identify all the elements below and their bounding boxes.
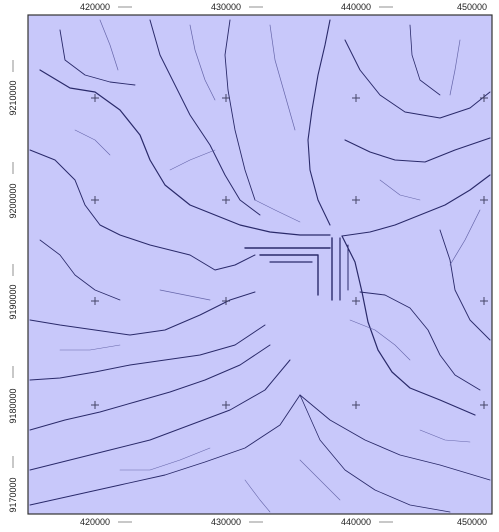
river-channel [341, 174, 491, 237]
river-channel [159, 289, 211, 301]
grid-cross [222, 94, 230, 102]
river-channel [29, 344, 271, 431]
river-channel [169, 149, 216, 171]
river-channel [269, 24, 296, 131]
grid-cross [222, 196, 230, 204]
river-channel [449, 209, 481, 266]
bottom-tick-label-440000: 440000 [341, 517, 371, 527]
river-channel [299, 394, 491, 481]
left-tick-label-9210000: 9210000 [8, 80, 18, 115]
grid-cross [352, 297, 360, 305]
river-channel [59, 29, 136, 86]
river-channel [449, 39, 461, 96]
grid-cross [480, 94, 488, 102]
bottom-tick-label-450000: 450000 [457, 517, 487, 527]
grid-cross [91, 401, 99, 409]
grid-cross [352, 196, 360, 204]
river-channel [149, 19, 261, 216]
river-channel [307, 19, 331, 226]
grid-cross [480, 196, 488, 204]
grid-cross [222, 297, 230, 305]
map-background [28, 15, 492, 514]
river-channel [299, 459, 341, 501]
bottom-tick-label-420000: 420000 [80, 517, 110, 527]
top-tick-label-450000: 450000 [457, 2, 487, 12]
river-channel [244, 479, 271, 513]
grid-cross [91, 297, 99, 305]
river-channel [29, 324, 266, 381]
grid-cross [352, 401, 360, 409]
top-tick-label-440000: 440000 [341, 2, 371, 12]
grid-crosses [91, 94, 488, 409]
left-tick-label-9200000: 9200000 [8, 183, 18, 218]
river-channel [379, 179, 421, 201]
river-channel [119, 447, 211, 471]
river-channel [254, 199, 301, 223]
river-channel [29, 291, 256, 336]
grid-cross [91, 94, 99, 102]
river-channel [299, 394, 451, 513]
river-channel [29, 394, 301, 506]
river-channel [349, 319, 411, 361]
grid-cross [480, 297, 488, 305]
top-tick-label-420000: 420000 [80, 2, 110, 12]
left-tick-label-9170000: 9170000 [8, 477, 18, 512]
river-channel [99, 19, 119, 71]
river-channel [39, 69, 331, 236]
bottom-tick-label-430000: 430000 [211, 517, 241, 527]
river-channel [29, 149, 256, 271]
river-channel [259, 254, 319, 296]
left-tick-label-9190000: 9190000 [8, 284, 18, 319]
river-channel [74, 129, 111, 156]
grid-cross [91, 196, 99, 204]
river-channel [344, 137, 491, 163]
river-channel [29, 359, 291, 471]
river-channel [419, 429, 471, 443]
river-channel [344, 39, 491, 119]
river-channel [39, 239, 121, 301]
top-axis: 420000 430000 440000 450000 [80, 2, 487, 12]
river-channel [359, 291, 481, 391]
grid-cross [480, 401, 488, 409]
bottom-axis: 420000 430000 440000 450000 [80, 517, 487, 527]
grid-cross [222, 401, 230, 409]
river-channel [439, 229, 491, 341]
map-frame [27, 14, 493, 515]
river-channel [189, 24, 216, 101]
left-tick-label-9180000: 9180000 [8, 388, 18, 423]
left-axis: 9210000 9200000 9190000 9180000 9170000 [8, 60, 18, 513]
river-channel [341, 235, 476, 416]
drainage-network [29, 19, 491, 513]
top-tick-label-430000: 430000 [211, 2, 241, 12]
grid-cross [352, 94, 360, 102]
river-channel [409, 24, 441, 96]
river-channel [224, 19, 256, 201]
river-channel [59, 344, 121, 351]
